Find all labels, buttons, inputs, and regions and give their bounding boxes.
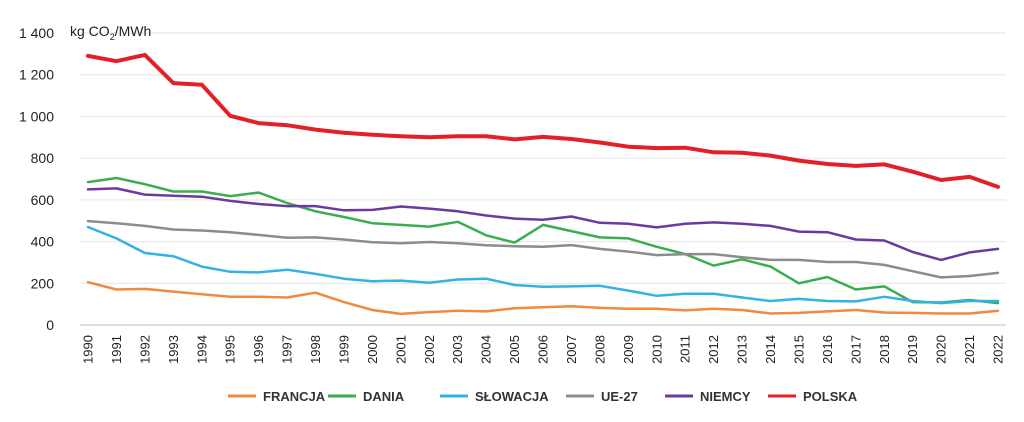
unit-label-main: kg CO <box>70 23 110 39</box>
x-tick-label: 2012 <box>706 335 721 364</box>
x-tick-label: 1991 <box>109 335 124 364</box>
legend-label: POLSKA <box>803 389 858 404</box>
x-tick-label: 1999 <box>336 335 351 364</box>
unit-label-rest: /MWh <box>115 23 152 39</box>
x-tick-label: 2002 <box>422 335 437 364</box>
x-tick-label: 1997 <box>280 335 295 364</box>
y-tick-label: 200 <box>31 275 55 291</box>
x-tick-label: 2021 <box>962 335 977 364</box>
x-tick-label: 2014 <box>763 335 778 364</box>
x-tick-label: 1992 <box>137 335 152 364</box>
unit-label-subscript: 2 <box>110 32 115 42</box>
x-tick-label: 2009 <box>621 335 636 364</box>
x-tick-label: 2016 <box>820 335 835 364</box>
x-tick-label: 2004 <box>479 335 494 364</box>
y-axis-unit-label: kg CO2/MWh <box>70 23 151 42</box>
x-tick-label: 2011 <box>678 335 693 363</box>
series-lines <box>86 52 1000 316</box>
x-tick-label: 1994 <box>194 335 209 364</box>
y-axis-tick-labels: 0 200 400 600 800 1 000 1 200 1 400 <box>19 25 54 333</box>
series-line-słowacja <box>86 225 1000 305</box>
x-tick-label: 2007 <box>564 335 579 364</box>
y-tick-label: 1 200 <box>19 67 54 83</box>
legend: FRANCJA DANIA SŁOWACJA UE-27 NIEMCY POLSKA <box>228 389 858 404</box>
x-tick-label: 2018 <box>877 335 892 364</box>
series-line-dania <box>86 176 1000 305</box>
x-tick-label: 2000 <box>365 335 380 364</box>
x-tick-label: 2006 <box>536 335 551 364</box>
x-tick-label: 2015 <box>791 335 806 364</box>
y-tick-label: 0 <box>46 317 54 333</box>
x-tick-label: 1993 <box>166 335 181 364</box>
x-tick-label: 1990 <box>81 335 96 364</box>
y-tick-label: 1 000 <box>19 108 54 124</box>
y-tick-label: 1 400 <box>19 25 54 41</box>
series-line-francja <box>86 280 1000 316</box>
legend-label: SŁOWACJA <box>475 389 549 404</box>
x-tick-label: 2013 <box>735 335 750 364</box>
x-tick-label: 2020 <box>934 335 949 364</box>
x-tick-label: 2001 <box>393 335 408 364</box>
legend-label: FRANCJA <box>263 389 326 404</box>
series-line-polska <box>86 52 1000 189</box>
y-tick-label: 600 <box>31 192 55 208</box>
x-tick-label: 2003 <box>450 335 465 364</box>
x-axis-tick-labels: 1990 1991 1992 1993 1994 1995 1996 1997 1998 1999… <box>81 335 1006 364</box>
legend-label: DANIA <box>363 389 405 404</box>
series-line-niemcy <box>86 187 1000 262</box>
y-tick-label: 800 <box>31 150 55 166</box>
x-tick-label: 1995 <box>223 335 238 364</box>
x-tick-label: 2017 <box>848 335 863 364</box>
x-tick-label: 2022 <box>991 335 1006 364</box>
y-tick-label: 400 <box>31 234 55 250</box>
series-line-ue-27 <box>86 219 1000 279</box>
x-tick-label: 1996 <box>251 335 266 364</box>
legend-label: UE-27 <box>601 389 638 404</box>
legend-label: NIEMCY <box>700 389 751 404</box>
x-tick-label: 2008 <box>592 335 607 364</box>
x-tick-label: 1998 <box>308 335 323 364</box>
x-tick-label: 2010 <box>649 335 664 364</box>
x-tick-label: 2019 <box>905 335 920 364</box>
x-tick-label: 2005 <box>507 335 522 364</box>
